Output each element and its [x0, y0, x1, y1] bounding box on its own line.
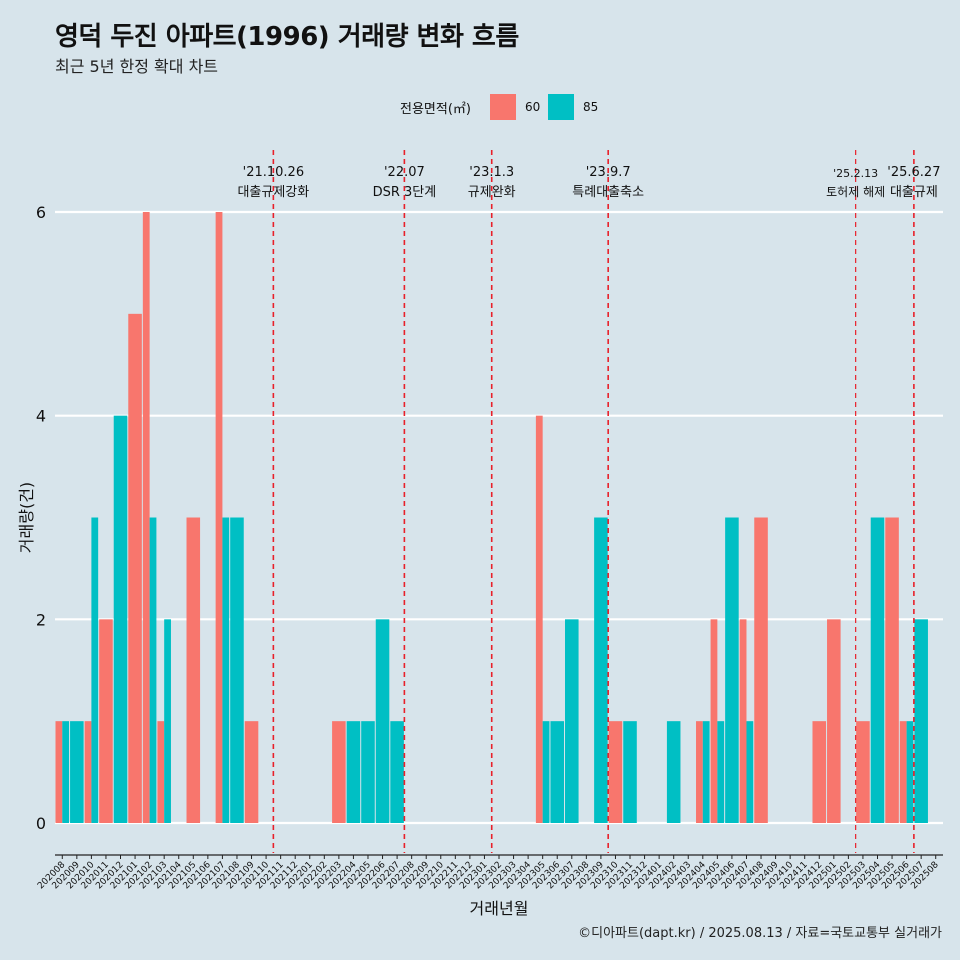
legend-title: 전용면적(㎡) — [400, 102, 471, 117]
chart-subtitle: 최근 5년 한정 확대 차트 — [55, 57, 219, 76]
bar-85-202309 — [594, 517, 608, 823]
chart-title: 영덕 두진 아파트(1996) 거래량 변화 흐름 — [55, 22, 519, 52]
bar-85-202506 — [906, 721, 914, 823]
bar-60-202503 — [856, 721, 870, 823]
bar-60-202103 — [157, 721, 165, 823]
bar-85-202205 — [361, 721, 375, 823]
x-axis-title: 거래년월 — [470, 899, 529, 918]
bar-60-202008 — [55, 721, 63, 823]
bar-60-202412 — [812, 721, 827, 823]
bar-85-202407 — [746, 721, 754, 823]
bar-85-202306 — [550, 721, 565, 823]
bar-60-202305 — [535, 415, 543, 823]
bar-60-202203 — [332, 721, 346, 823]
y-tick-label: 0 — [36, 814, 46, 833]
bar-60-202404 — [696, 721, 703, 823]
bar-85-202307 — [565, 619, 579, 823]
event-date-0: '21.10.26 — [243, 165, 304, 180]
bar-60-202010 — [84, 721, 92, 823]
bar-85-202504 — [870, 517, 885, 823]
legend-label-60: 60 — [525, 100, 541, 114]
bar-85-202507 — [914, 619, 928, 823]
bar-60-202505 — [885, 517, 899, 823]
bar-60-202407 — [739, 619, 747, 823]
bar-85-202204 — [346, 721, 361, 823]
bar-85-202102 — [149, 517, 157, 823]
legend-swatch-60 — [490, 94, 516, 120]
event-label-4: 토허제 해제 — [826, 185, 885, 199]
bar-85-202009 — [70, 721, 84, 823]
bar-60-202408 — [754, 517, 768, 823]
bar-85-202107 — [222, 517, 230, 823]
bar-85-202402 — [666, 721, 681, 823]
event-date-2: '23.1.3 — [469, 165, 514, 180]
bar-85-202305 — [542, 721, 550, 823]
bar-85-202206 — [375, 619, 390, 823]
bar-85-202010 — [91, 517, 99, 823]
bar-60-202109 — [244, 721, 259, 823]
event-label-1: DSR 3단계 — [373, 185, 437, 200]
event-label-3: 특례대출축소 — [572, 185, 644, 200]
y-tick-label: 2 — [36, 610, 46, 629]
bar-60-202102 — [142, 212, 150, 823]
bar-85-202103 — [164, 619, 171, 823]
legend-swatch-85 — [548, 94, 574, 120]
bar-85-202207 — [390, 721, 404, 823]
bar-85-202311 — [623, 721, 637, 823]
event-label-5: 대출규제 — [890, 185, 938, 200]
event-date-3: '23.9.7 — [586, 165, 631, 180]
y-tick-label: 6 — [36, 203, 46, 222]
bar-85-202012 — [113, 415, 128, 823]
event-date-1: '22.07 — [384, 165, 425, 180]
bar-60-202310 — [608, 721, 623, 823]
bar-60-202011 — [99, 619, 113, 823]
bar-85-202108 — [230, 517, 244, 823]
source-caption: ©디아파트(dapt.kr) / 2025.08.13 / 자료=국토교통부 실… — [578, 926, 942, 941]
bar-85-202405 — [717, 721, 725, 823]
bar-60-202506 — [899, 721, 907, 823]
legend: 전용면적(㎡) 60 85 — [0, 92, 960, 122]
bar-85-202404 — [702, 721, 710, 823]
event-label-2: 규제완화 — [468, 185, 516, 200]
bar-60-202101 — [128, 313, 142, 823]
legend-label-85: 85 — [583, 100, 599, 114]
bar-85-202406 — [725, 517, 739, 823]
bar-60-202501 — [827, 619, 841, 823]
event-label-0: 대출규제강화 — [237, 185, 309, 200]
bar-60-202105 — [186, 517, 201, 823]
y-tick-label: 4 — [36, 407, 46, 426]
bar-60-202107 — [215, 212, 223, 823]
bar-60-202405 — [710, 619, 718, 823]
bar-85-202008 — [62, 721, 70, 823]
event-date-5: '25.6.27 — [887, 165, 940, 180]
y-axis-title: 거래량(건) — [17, 482, 36, 553]
event-date-4: '25.2.13 — [833, 167, 878, 180]
